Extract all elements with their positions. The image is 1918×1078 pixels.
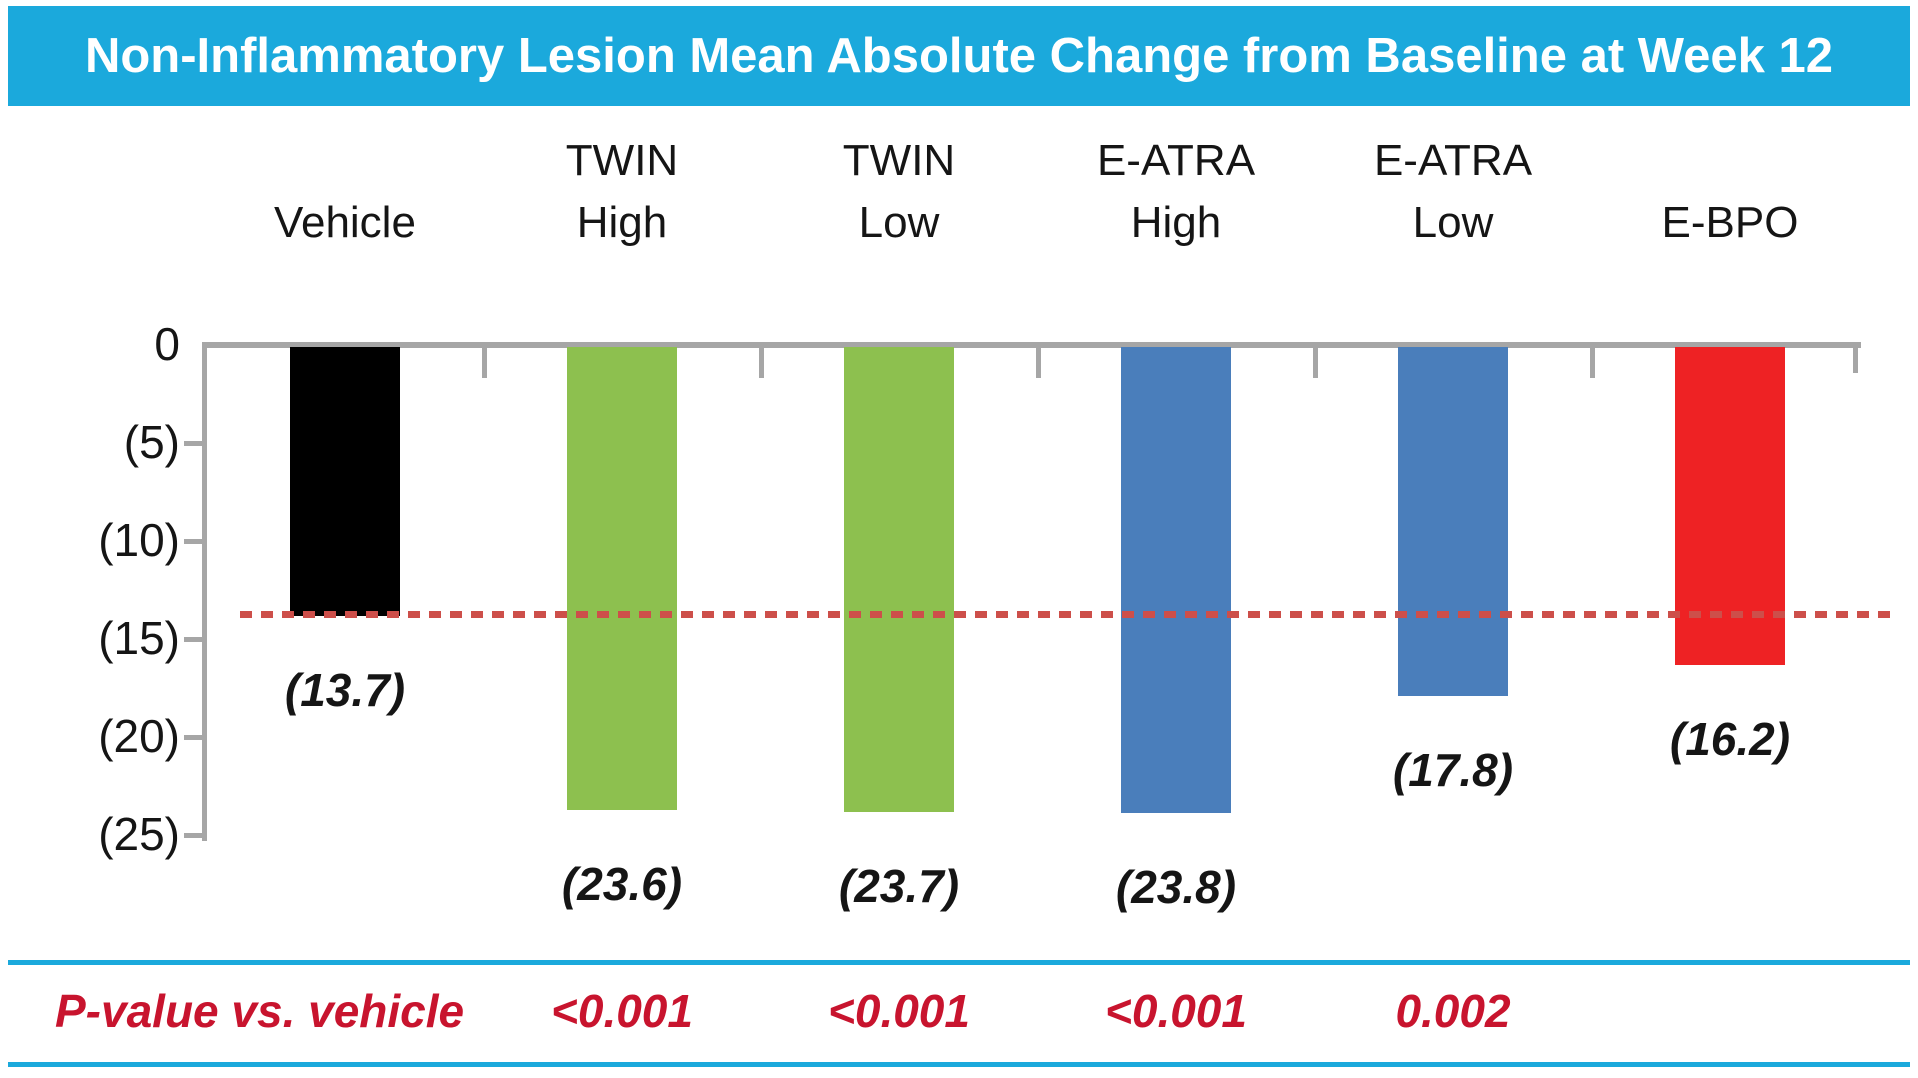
bar-twin-high [567,347,677,810]
y-axis-tick [184,539,202,544]
x-axis-boundary-tick [758,345,764,378]
p-value-e-atra-high: <0.001 [1105,985,1247,1037]
bar-e-atra-high [1121,347,1231,814]
y-axis-tick [184,441,202,446]
category-label-twin-low: TWIN Low [842,136,956,247]
bar-e-atra-low [1398,347,1508,696]
p-value-twin-high: <0.001 [551,985,693,1037]
bar-value-label-vehicle: (13.7) [284,663,406,716]
bar-value-label-twin-low: (23.7) [838,859,960,912]
y-axis-tick-label: (25) [98,808,180,860]
x-axis-boundary-tick [481,345,487,378]
bar-value-label-twin-high: (23.6) [561,857,683,910]
bar-value-label-e-atra-low: (17.8) [1392,743,1514,796]
bar-vehicle [290,347,400,616]
category-label-vehicle: Vehicle [274,198,416,247]
p-value-twin-low: <0.001 [828,985,970,1037]
category-label-twin-high: TWIN High [565,136,679,247]
x-axis-boundary-tick [1589,345,1595,378]
reference-dashed-line [240,610,1890,618]
x-axis-boundary-tick [1035,345,1041,378]
x-axis-boundary-tick [1312,345,1318,378]
y-axis-tick [184,833,202,838]
y-axis-tick-label: (5) [123,416,180,468]
y-axis-tick-label: 0 [154,318,180,370]
pvalue-row-bottom-rule [8,1062,1910,1067]
y-axis-line [202,342,207,841]
category-label-e-bpo: E-BPO [1661,198,1799,247]
category-label-e-atra-low: E-ATRA Low [1373,136,1533,247]
pvalue-row-top-rule [8,960,1910,965]
chart-title: Non-Inflammatory Lesion Mean Absolute Ch… [84,29,1834,83]
chart-title-bar: Non-Inflammatory Lesion Mean Absolute Ch… [8,6,1910,106]
category-label-e-atra-high: E-ATRA High [1096,136,1256,247]
bar-twin-low [844,347,954,812]
p-value-e-atra-low: 0.002 [1395,985,1511,1037]
y-axis-tick [184,637,202,642]
x-axis-line [202,342,1861,348]
bar-value-label-e-bpo: (16.2) [1669,712,1791,765]
x-axis-end-tick [1853,345,1858,373]
y-axis-tick [184,735,202,740]
y-axis-tick-label: (15) [98,612,180,664]
y-axis-tick-label: (20) [98,710,180,762]
bar-value-label-e-atra-high: (23.8) [1115,861,1237,914]
y-axis-tick-label: (10) [98,514,180,566]
pvalue-row-label: P-value vs. vehicle [55,985,465,1037]
